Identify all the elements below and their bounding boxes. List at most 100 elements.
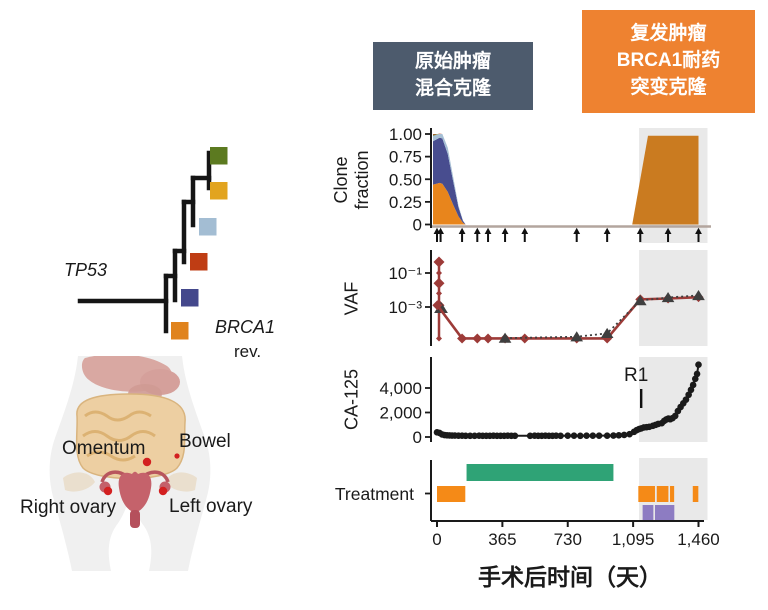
sample-arrow-head xyxy=(501,227,509,234)
x-axis-title: 手术后时间（天） xyxy=(478,564,662,590)
cervix-shape xyxy=(130,510,140,528)
pelvic-bone-left xyxy=(63,472,95,492)
recurrent-tumor-box-line3: 突变克隆 xyxy=(630,76,707,98)
ca125-y-tick-label: 2,000 xyxy=(379,404,422,423)
brca1-label: BRCA1 xyxy=(215,317,276,337)
ca125-point xyxy=(557,432,564,440)
recurrent-tumor-box-line1: 复发肿瘤 xyxy=(630,23,707,45)
primary-tumor-box-line1: 原始肿瘤 xyxy=(414,51,491,73)
treatment-label: Treatment xyxy=(334,484,414,504)
recurrent-tumor-box-line2: BRCA1耐药 xyxy=(616,50,721,72)
x-axis-tick-label: 1,460 xyxy=(677,530,720,549)
sample-arrow-head xyxy=(521,227,529,234)
vaf-triangle-marker xyxy=(633,295,647,306)
ylabel-clone-line2: fraction xyxy=(352,150,372,210)
sample-arrow-head xyxy=(458,227,466,234)
vaf-triangle-marker xyxy=(692,289,705,301)
treatment-bar-chemo-orange xyxy=(437,486,466,502)
tumor-dot-right-ovary xyxy=(103,486,113,496)
ca125-point xyxy=(595,432,603,439)
treatment-bar-therapy-purple xyxy=(654,505,675,520)
recurrent-tumor-box: 复发肿瘤 BRCA1耐药 突变克隆 xyxy=(582,10,755,113)
tree-clone-gold-square xyxy=(210,182,228,200)
vaf-diamond-marker xyxy=(433,256,445,268)
brca1-rev-label: rev. xyxy=(234,342,262,361)
sample-arrow-head xyxy=(473,227,481,234)
primary-tumor-box: 原始肿瘤 混合克隆 xyxy=(373,42,533,110)
uterus-shape xyxy=(118,471,152,513)
ca125-point xyxy=(615,432,623,439)
sample-arrow-head xyxy=(695,227,702,234)
vaf-diamond-marker xyxy=(436,270,442,276)
primary-tumor-box-line2: 混合克隆 xyxy=(414,78,491,99)
vaf-diamond-marker xyxy=(457,333,468,344)
vaf-diamond-marker xyxy=(436,290,442,297)
sample-arrow-head xyxy=(664,227,672,234)
ca125-point xyxy=(695,361,702,369)
treatment-bar-therapy-purple xyxy=(642,505,654,520)
tree-clone-orange-square xyxy=(171,322,189,340)
ca125-point xyxy=(620,431,628,439)
treatment-bar-chemo-green xyxy=(466,464,614,481)
vaf-diamond-marker xyxy=(472,333,483,344)
vaf-triangle-marker xyxy=(434,301,448,313)
tumor-dot-bowel xyxy=(174,453,180,459)
r1-annotation-label: R1 xyxy=(624,365,649,386)
ca125-point xyxy=(589,432,597,440)
ca125-point xyxy=(671,412,679,420)
ca125-point xyxy=(576,432,584,440)
ca125-point xyxy=(682,396,690,403)
vaf-line-vaf-triangle xyxy=(505,294,699,340)
ylabel-clone-fraction: Clone fraction xyxy=(331,140,373,220)
clone-area-orange-clone xyxy=(433,182,466,225)
anatomy-illustration xyxy=(49,356,211,571)
ca125-point xyxy=(603,432,611,439)
ylabel-vaf: VAF xyxy=(341,281,362,316)
x-axis-tick-label: 1,095 xyxy=(612,530,655,549)
ca125-point xyxy=(689,381,697,389)
treatment-bar-chemo-orange xyxy=(656,486,669,502)
sample-arrow-head xyxy=(573,227,581,234)
clone-area-lightblue-clone xyxy=(433,134,466,225)
sample-arrow-head xyxy=(603,227,611,234)
ca125-point xyxy=(685,391,692,399)
ca125-point xyxy=(564,432,572,440)
ca125-point xyxy=(583,432,590,439)
tree-clone-red-square xyxy=(190,253,208,271)
x-axis-tick-label: 730 xyxy=(554,530,582,549)
ca125-point xyxy=(693,370,701,378)
tree-clone-light-blue-square xyxy=(199,218,217,236)
bowel-label: Bowel xyxy=(179,431,231,452)
sample-arrow-head xyxy=(437,227,444,234)
ca125-point xyxy=(570,432,578,439)
x-axis-tick-label: 365 xyxy=(488,530,516,549)
ca125-y-tick-label: 4,000 xyxy=(379,379,422,398)
tree-clone-navy-square xyxy=(181,289,199,307)
clone-y-tick-label: 0.75 xyxy=(389,148,422,167)
clone-y-tick-label: 0.25 xyxy=(389,193,422,212)
vaf-y-tick-label: 10⁻¹ xyxy=(388,264,422,283)
vaf-triangle-marker xyxy=(600,327,614,339)
vaf-diamond-marker xyxy=(432,300,443,311)
vaf-diamond-marker xyxy=(436,335,442,342)
tumor-dot-left-ovary xyxy=(158,486,168,496)
vaf-diamond-marker xyxy=(483,333,494,344)
vaf-diamond-marker xyxy=(433,277,445,289)
vaf-triangle-marker xyxy=(661,291,675,303)
vaf-triangle-marker xyxy=(570,331,584,342)
ylabel-clone-line1: Clone xyxy=(331,156,351,204)
clone-area-brca1-resistant-clone xyxy=(632,135,699,225)
omentum-label: Omentum xyxy=(62,438,146,459)
ca125-point xyxy=(610,432,617,439)
sample-arrow-head xyxy=(484,227,492,234)
tumor-dot-omentum xyxy=(142,457,152,467)
pelvic-bone-right xyxy=(165,472,197,492)
x-axis-tick-label: 0 xyxy=(432,530,441,549)
treatment-bar-chemo-orange xyxy=(670,486,675,502)
treatment-bar-chemo-orange xyxy=(638,486,655,502)
tree-clone-green-square xyxy=(210,147,228,165)
ylabel-ca-125: CA-125 xyxy=(341,368,362,431)
clone-y-tick-label: 1.00 xyxy=(389,125,422,144)
clone-area-navy-clone xyxy=(433,137,466,225)
